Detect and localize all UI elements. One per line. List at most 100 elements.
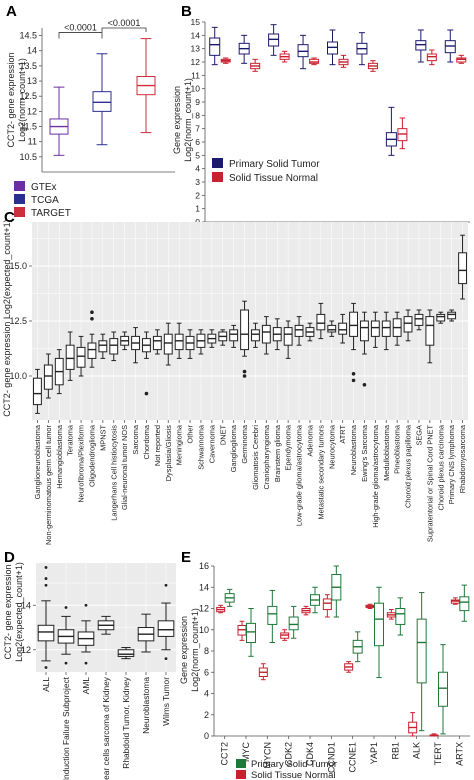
panel-e-y-tick-label: 8: [204, 646, 209, 656]
panel-d-x-tick-label: Wilms Tumor: [161, 677, 171, 726]
panel-b-y-tick-label: 6: [195, 137, 200, 147]
panel-b-legend-swatch: [212, 158, 223, 168]
panel-c-outlier: [351, 372, 356, 376]
panel-b-y-tick-label: 4: [195, 164, 200, 174]
panel-b: Gene expressionLog2(norm_count+1)0123456…: [172, 17, 470, 258]
panel-d-x-tick-label: Rhabdoid Tumor, Kidney: [121, 676, 131, 769]
panel-d-x-tick-label: AML: [81, 677, 91, 695]
panel-c-box-box: [43, 364, 53, 390]
panel-b-y-tick-label: 13: [191, 44, 201, 54]
panel-c-x-tick-label: Gliomatosis Cerebri: [251, 425, 260, 490]
panel-b-y-tick-label: 1: [195, 204, 200, 214]
panel-c-x-tick-label: Brainstem glioma: [273, 424, 282, 482]
panel-c-box-box: [76, 346, 86, 368]
panel-c-box-box: [447, 311, 457, 320]
panel-e-tumor-box: [374, 602, 384, 647]
panel-a-y-tick-label: 13.5: [19, 61, 37, 71]
panel-a-y-tick-label: 14: [27, 46, 37, 56]
panel-c-x-tick-label: Hemangioblastoma: [55, 424, 64, 489]
panel-d-outlier: [44, 566, 48, 569]
panel-e-y-tick-label: 10: [199, 625, 209, 635]
panel-a-p-value: <0.0001: [64, 23, 97, 33]
panel-a-legend-swatch: [14, 207, 25, 217]
panel-e-x-tick-label: ALK: [412, 742, 422, 759]
panel-c-x-tick-label: Chordoma: [142, 424, 151, 459]
panel-d-outlier: [164, 657, 168, 661]
panel-b-y-tick-label: 8: [195, 110, 200, 120]
panel-e-legend-label: Primary Solid Tumor: [251, 759, 337, 770]
panel-c-box-box: [174, 333, 184, 351]
panel-c-box-box: [163, 333, 173, 355]
panel-a-y-tick-label: 10.5: [19, 152, 37, 162]
panel-b-y-tick-label: 7: [195, 124, 200, 134]
panel-d: CCT2- gene expression Log2(expected_count…: [3, 562, 176, 780]
panel-b-legend-label: Solid Tissue Normal: [229, 173, 318, 184]
panel-d-x-tick-label: Clear cells sarcoma of Kidney: [101, 676, 111, 780]
panel-e-y-tick-label: 2: [204, 710, 209, 720]
panel-e-x-tick-label: TERT: [433, 742, 443, 766]
panel-b-y-tick-label: 14: [191, 30, 201, 40]
panel-c-box-box: [251, 329, 260, 342]
panel-b-tumor-box: [209, 37, 221, 56]
panel-b-y-tick-label: 10: [191, 84, 201, 94]
panel-label-d: D: [4, 549, 15, 566]
panel-c-x-tick-label: Medulloblastoma: [382, 424, 391, 481]
panel-e-legend-swatch: [236, 770, 246, 779]
panel-c-outlier: [362, 383, 367, 387]
panel-c-outlier: [90, 310, 94, 315]
panel-a-y-tick-label: 13: [27, 76, 37, 86]
panel-e-x-tick-label: CDK2: [284, 742, 294, 766]
panel-e-x-tick-label: CCNE1: [348, 742, 358, 773]
panel-c-x-tick-label: Pineoblastoma: [393, 424, 402, 474]
panel-c-box-box: [327, 324, 337, 333]
panel-label-c: C: [4, 209, 15, 226]
panel-d-outlier: [44, 583, 48, 587]
panel-c-x-tick-label: Langerhans Cell histiocytosis: [109, 425, 118, 521]
panel-c-box-box: [152, 335, 162, 351]
panel-c-box-box: [425, 316, 435, 346]
panel-c-box-box: [414, 313, 424, 326]
panel-e-y-tick-label: 16: [199, 561, 209, 571]
panel-b-y-tick-label: 9: [195, 97, 200, 107]
panel-c-x-tick-label: Low-grade glioma/astrocytoma: [295, 424, 304, 526]
panel-d-outlier: [84, 661, 88, 665]
panel-e-tumor-box: [438, 671, 448, 707]
panel-d-box-box: [37, 624, 55, 642]
panel-e-x-tick-label: MYC: [241, 742, 251, 763]
panel-c-x-tick-label: Sarcoma: [131, 424, 140, 454]
panel-c-x-tick-label: High-grade glioma/astrocytoma: [371, 424, 380, 528]
panel-e-tumor-box: [416, 618, 427, 684]
panel-c-y-tick-label: 12.5: [9, 316, 27, 326]
panel-c-outlier: [242, 374, 247, 378]
panel-c-box-box: [109, 338, 119, 355]
panel-b-y-tick-label: 3: [195, 177, 200, 187]
panel-d-y-tick-label: 14: [21, 600, 31, 610]
panel-b-legend-swatch: [212, 172, 223, 182]
panel-label-a: A: [6, 3, 17, 20]
panel-c-x-tick-label: Metastatic secondary tumors: [316, 425, 325, 520]
panel-e-x-tick-label: CDK4: [305, 742, 315, 766]
panel-c-x-tick-label: Ganglioglioma: [229, 424, 238, 472]
panel-d-y-tick-label: 12: [21, 645, 31, 655]
panel-c-x-tick-label: MPNST: [98, 425, 107, 451]
panel-d-outlier: [84, 603, 88, 607]
panel-a: CCT2- gene expression Log2(norm_count+1)1…: [6, 18, 175, 219]
panel-c-box-box: [403, 316, 413, 333]
panel-a-p-value: <0.0001: [108, 18, 141, 28]
panel-e-x-tick-label: CCND1: [326, 742, 336, 773]
panel-a-significance-bracket: [58, 32, 103, 39]
panel-c-x-tick-label: Glial-neuronal tumor NOS: [120, 425, 129, 510]
panel-c-box-box: [261, 324, 271, 344]
panel-b-y-tick-label: 15: [191, 17, 201, 27]
panel-d-outlier: [164, 583, 168, 587]
panel-b-y-tick-label: 5: [195, 150, 200, 160]
panel-e-y-tick-label: 6: [204, 667, 209, 677]
panel-b-y-tick-label: 2: [195, 190, 200, 200]
panel-c-x-tick-label: Teratoma: [66, 424, 75, 456]
panel-d-outlier: [64, 661, 68, 665]
panel-a-legend-swatch: [14, 181, 25, 191]
panel-d-box-box: [117, 649, 135, 657]
panel-c-x-tick-label: Cavernoma: [207, 424, 216, 463]
panel-a-legend-label: GTEx: [31, 182, 57, 193]
